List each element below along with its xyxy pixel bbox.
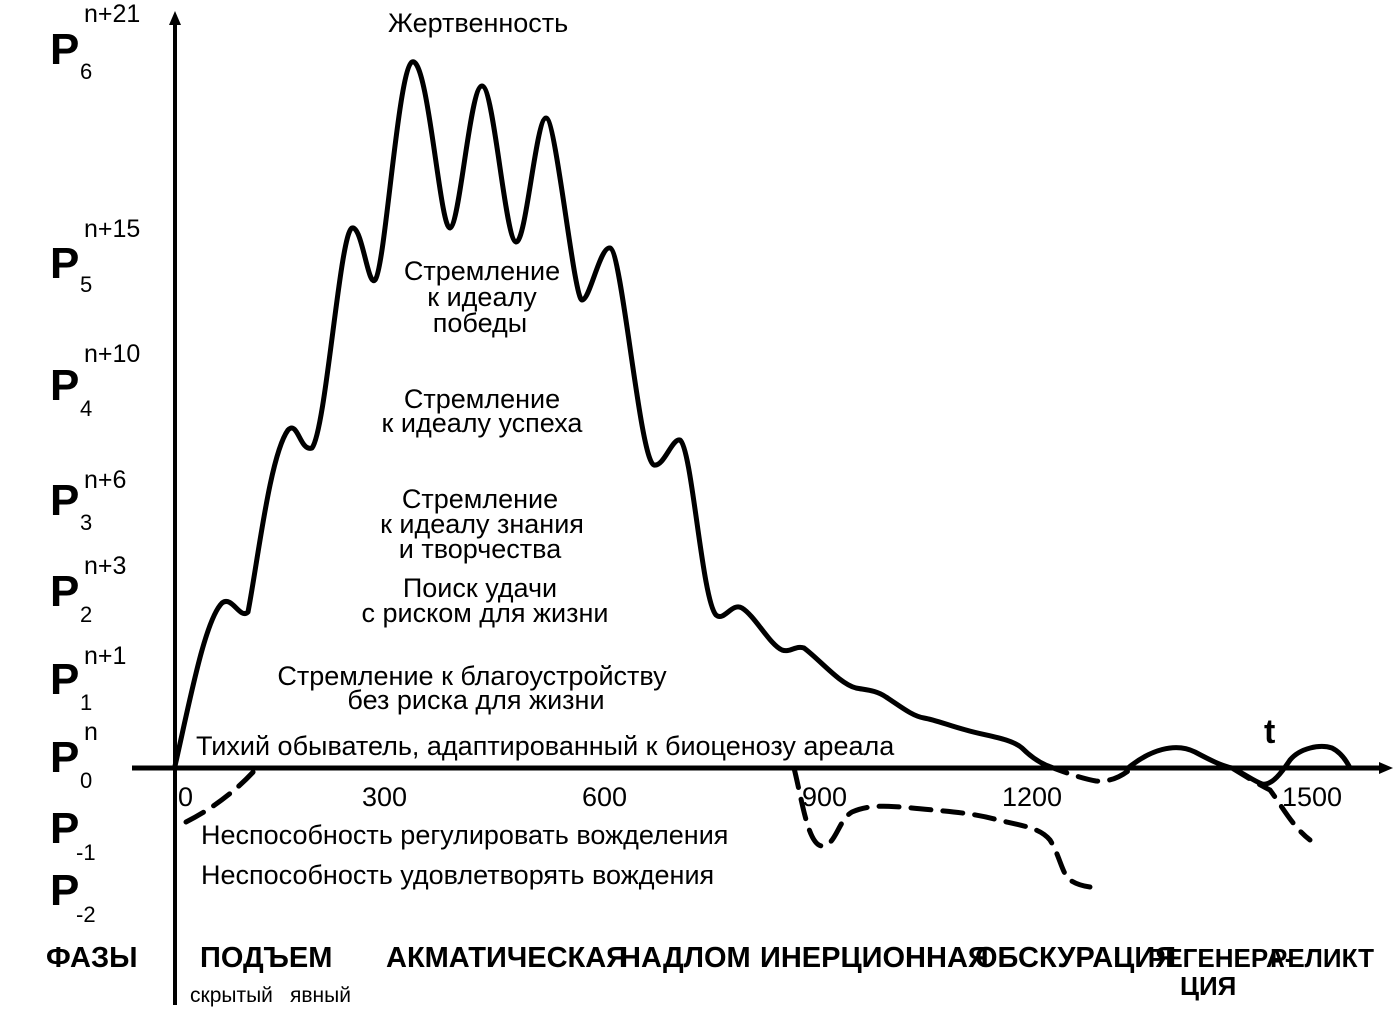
- level-p3: P 3 n+6: [50, 466, 126, 535]
- level-p2: P 2 n+3: [50, 552, 126, 627]
- label-knowledge-2: к идеалу знания: [380, 509, 584, 539]
- label-victory-2: к идеалу: [427, 282, 537, 312]
- level-p0-sub: 0: [80, 768, 92, 793]
- phase-obscuration: ОБСКУРАЦИЯ: [975, 942, 1176, 974]
- level-p-2: P -2: [50, 866, 96, 927]
- tick-1200: 1200: [1002, 782, 1062, 812]
- level-p6-sup: n+21: [84, 0, 140, 28]
- level-p4-sup: n+10: [84, 340, 140, 368]
- phase-rise: ПОДЪЕМ: [200, 942, 332, 974]
- dashed-relict: [1229, 765, 1313, 843]
- level-pm1-sub: -1: [76, 840, 96, 865]
- label-knowledge-3: и творчества: [399, 534, 562, 564]
- label-victory-1: Стремление: [404, 256, 560, 286]
- level-p3-sup: n+6: [84, 466, 126, 494]
- phase-acmatic: АКМАТИЧЕСКАЯ: [386, 942, 627, 974]
- label-comfort-2: без риска для жизни: [347, 685, 604, 715]
- phase-inertial: ИНЕРЦИОННАЯ: [760, 942, 989, 974]
- level-p1-main: P: [50, 655, 79, 704]
- level-p1-sub: 1: [80, 690, 92, 715]
- level-p5-sub: 5: [80, 272, 92, 297]
- label-cannot-regulate: Неспособность регулировать вожделения: [201, 820, 728, 850]
- label-success-2: к идеалу успеха: [382, 408, 584, 438]
- dashed-regeneration: [1045, 763, 1135, 784]
- tick-600: 600: [582, 782, 627, 812]
- phase-rise-hidden: скрытый: [190, 984, 273, 1007]
- tail-oscillation-solid: [1125, 744, 1353, 787]
- level-p3-sub: 3: [80, 510, 92, 535]
- label-luck-2: с риском для жизни: [362, 598, 609, 628]
- level-p3-main: P: [50, 476, 79, 525]
- phase-relict: РЕЛИКТ: [1270, 943, 1374, 973]
- level-p4: P 4 n+10: [50, 340, 140, 421]
- level-p0-sup: n: [84, 718, 98, 746]
- dashed-start: [183, 767, 258, 825]
- level-p2-main: P: [50, 567, 79, 616]
- level-p5-main: P: [50, 239, 79, 288]
- level-p6-sub: 6: [80, 59, 92, 84]
- level-p2-sub: 2: [80, 602, 92, 627]
- phase-regeneration-1: РЕГЕНЕРА-: [1148, 943, 1293, 973]
- level-p-1: P -1: [50, 804, 96, 865]
- tick-1500: 1500: [1282, 782, 1342, 812]
- level-p0: P 0 n: [50, 718, 98, 793]
- label-knowledge-1: Стремление: [402, 484, 558, 514]
- level-p5-sup: n+15: [84, 215, 140, 243]
- level-pm1-main: P: [50, 804, 79, 853]
- level-p1-sup: n+1: [84, 642, 126, 670]
- label-comfort-1: Стремление к благоустройству: [277, 661, 667, 691]
- label-success-1: Стремление: [404, 384, 560, 414]
- label-philistine: Тихий обыватель, адаптированный к биоцен…: [196, 731, 895, 761]
- level-p6-main: P: [50, 25, 79, 74]
- phase-rise-explicit: явный: [290, 984, 351, 1007]
- level-p6: P 6 n+21: [50, 0, 140, 84]
- label-luck-1: Поиск удачи: [403, 573, 557, 603]
- level-p5: P 5 n+15: [50, 215, 140, 297]
- level-p4-main: P: [50, 361, 79, 410]
- tick-900: 900: [802, 782, 847, 812]
- time-axis-label: t: [1264, 713, 1275, 751]
- level-p4-sub: 4: [80, 396, 92, 421]
- level-pm2-main: P: [50, 866, 79, 915]
- phases-header: ФАЗЫ: [46, 942, 138, 974]
- level-p0-main: P: [50, 733, 79, 782]
- passionarity-curve: [172, 59, 1051, 769]
- level-pm2-sub: -2: [76, 902, 96, 927]
- tick-300: 300: [362, 782, 407, 812]
- level-p2-sup: n+3: [84, 552, 126, 580]
- tick-0: 0: [178, 782, 193, 812]
- dashed-obscuration: [791, 765, 1093, 890]
- level-p1: P 1 n+1: [50, 642, 126, 715]
- label-cannot-satisfy: Неспособность удовлетворять вождения: [201, 860, 714, 890]
- phase-regeneration-2: ЦИЯ: [1180, 971, 1236, 1001]
- phase-breakdown: НАДЛОМ: [620, 942, 751, 974]
- label-victory-3: победы: [433, 308, 527, 338]
- label-sacrifice: Жертвенность: [388, 8, 568, 38]
